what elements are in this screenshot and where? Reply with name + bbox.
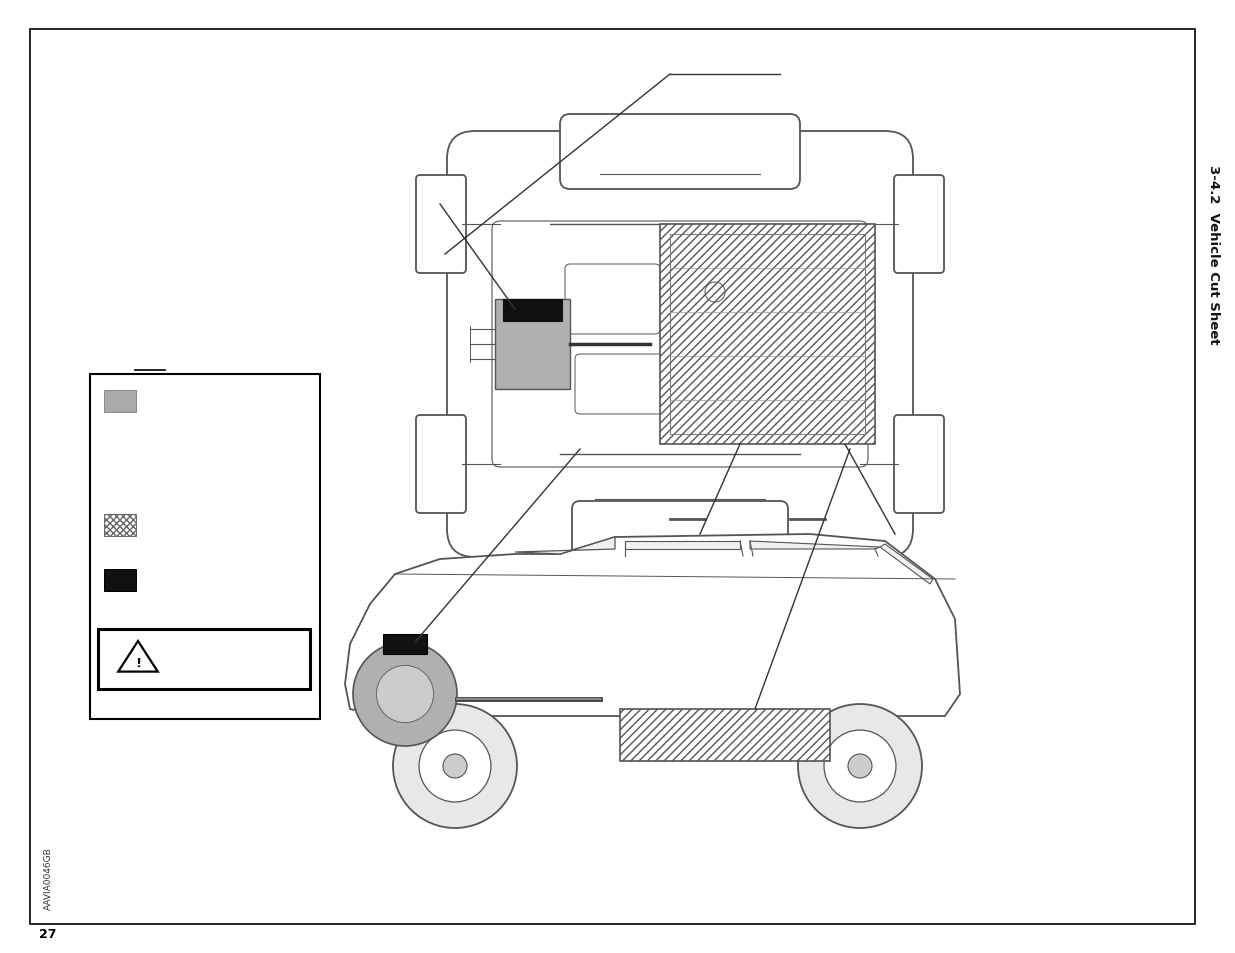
FancyBboxPatch shape xyxy=(700,265,795,335)
FancyBboxPatch shape xyxy=(894,416,944,514)
Circle shape xyxy=(798,704,923,828)
Text: 3-4.2  Vehicle Cut Sheet: 3-4.2 Vehicle Cut Sheet xyxy=(1207,165,1219,344)
FancyBboxPatch shape xyxy=(416,416,466,514)
FancyBboxPatch shape xyxy=(559,115,800,190)
Circle shape xyxy=(393,704,517,828)
Bar xyxy=(104,391,136,413)
Circle shape xyxy=(419,730,492,802)
FancyBboxPatch shape xyxy=(416,175,466,274)
Polygon shape xyxy=(345,535,960,717)
Polygon shape xyxy=(750,541,881,550)
Bar xyxy=(620,709,830,761)
Bar xyxy=(383,635,427,655)
Text: !: ! xyxy=(135,657,141,670)
Circle shape xyxy=(377,666,433,722)
Polygon shape xyxy=(881,544,932,584)
Circle shape xyxy=(824,730,895,802)
Circle shape xyxy=(443,754,467,779)
Circle shape xyxy=(848,754,872,779)
FancyBboxPatch shape xyxy=(564,265,659,335)
FancyBboxPatch shape xyxy=(492,222,868,468)
Bar xyxy=(104,515,136,537)
Text: AAVIA0046GB: AAVIA0046GB xyxy=(43,846,53,909)
Bar xyxy=(671,234,864,435)
Polygon shape xyxy=(625,541,740,550)
FancyBboxPatch shape xyxy=(894,175,944,274)
Bar xyxy=(503,299,562,322)
Bar xyxy=(104,569,136,592)
Polygon shape xyxy=(515,537,615,555)
FancyBboxPatch shape xyxy=(447,132,913,558)
FancyBboxPatch shape xyxy=(572,501,788,567)
Bar xyxy=(98,629,310,689)
FancyBboxPatch shape xyxy=(576,355,785,415)
Circle shape xyxy=(353,642,457,746)
Bar xyxy=(90,375,320,720)
Text: 27: 27 xyxy=(40,927,57,941)
Bar xyxy=(495,299,571,390)
Bar xyxy=(659,225,876,444)
